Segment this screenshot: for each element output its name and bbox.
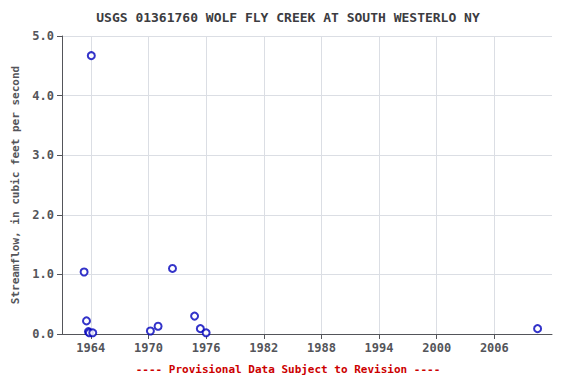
svg-text:0.0: 0.0	[32, 327, 54, 341]
svg-text:1994: 1994	[365, 341, 394, 355]
svg-text:1970: 1970	[134, 341, 163, 355]
svg-text:3.0: 3.0	[32, 148, 54, 162]
svg-text:1988: 1988	[307, 341, 336, 355]
svg-text:2.0: 2.0	[32, 208, 54, 222]
svg-text:1976: 1976	[192, 341, 221, 355]
svg-text:1982: 1982	[249, 341, 278, 355]
svg-text:2006: 2006	[480, 341, 509, 355]
svg-text:Streamflow, in cubic feet per: Streamflow, in cubic feet per second	[9, 66, 22, 304]
svg-text:1964: 1964	[76, 341, 105, 355]
svg-text:2000: 2000	[422, 341, 451, 355]
svg-text:1.0: 1.0	[32, 267, 54, 281]
svg-text:4.0: 4.0	[32, 89, 54, 103]
svg-text:---- Provisional Data Subject: ---- Provisional Data Subject to Revisio…	[136, 363, 441, 376]
svg-text:5.0: 5.0	[32, 29, 54, 43]
svg-text:USGS 01361760 WOLF FLY CREEK A: USGS 01361760 WOLF FLY CREEK AT SOUTH WE…	[96, 10, 480, 25]
